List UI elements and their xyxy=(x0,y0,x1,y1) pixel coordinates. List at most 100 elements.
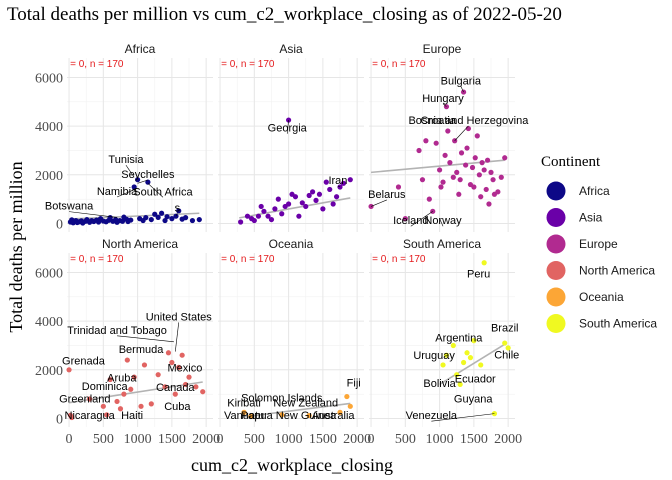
data-point xyxy=(476,172,482,178)
trend-line xyxy=(239,197,351,219)
data-point xyxy=(114,398,120,405)
data-point xyxy=(488,169,494,175)
label-leader-line xyxy=(454,125,469,141)
data-point xyxy=(176,208,182,214)
legend-swatch xyxy=(546,261,566,280)
gridlines xyxy=(218,58,364,232)
facet-label: North America xyxy=(102,237,178,251)
data-point xyxy=(347,177,353,183)
data-point xyxy=(182,381,189,388)
panel-asia: Asia Georgia Iran) = 0, n = 170 xyxy=(218,42,364,232)
label-leader-line xyxy=(337,185,341,188)
point-label: Solomon Islands xyxy=(241,392,323,404)
data-point xyxy=(169,216,175,222)
data-point xyxy=(445,128,451,134)
data-point xyxy=(472,155,478,161)
data-point xyxy=(200,389,206,395)
point-label: Brazil xyxy=(491,323,519,335)
trend-line xyxy=(439,343,506,386)
label-leader-line xyxy=(286,120,289,134)
data-point xyxy=(464,145,470,151)
x-tick-label: 1000 xyxy=(124,432,152,447)
legend: Continent Africa Asia Europe North America O… xyxy=(541,154,657,333)
legend-label: Asia xyxy=(579,211,603,225)
legend-item-oceania: Oceania xyxy=(546,287,624,307)
y-tick-label: 6000 xyxy=(35,71,63,86)
data-point xyxy=(469,164,476,171)
y-tick-label: 2000 xyxy=(35,169,63,184)
data-point xyxy=(172,391,178,397)
data-point xyxy=(344,393,350,400)
data-point xyxy=(255,213,262,219)
point-label: Georgia xyxy=(268,123,308,135)
data-point xyxy=(442,152,448,158)
point-label: Bulgaria xyxy=(441,75,482,87)
label-leader-line xyxy=(116,187,138,198)
point-label: Botswana xyxy=(45,201,94,213)
facet-label: Africa xyxy=(125,42,156,56)
point-label: Australia xyxy=(312,410,356,422)
data-point xyxy=(423,138,429,144)
data-point xyxy=(481,260,487,266)
data-point xyxy=(426,196,432,202)
label-leader-line xyxy=(117,335,174,343)
data-point xyxy=(309,189,316,195)
data-point xyxy=(162,217,168,224)
stat-annotation: ) = 0, n = 170 xyxy=(366,254,426,265)
point-label: Kiribati xyxy=(227,397,261,409)
data-point xyxy=(143,215,149,221)
data-point xyxy=(158,210,165,216)
data-point xyxy=(69,414,75,421)
data-point xyxy=(128,217,134,223)
data-point xyxy=(299,200,305,206)
data-point xyxy=(306,192,312,199)
legend-label: Africa xyxy=(579,184,610,198)
data-point xyxy=(484,157,491,163)
point-label: Aruba xyxy=(107,372,137,384)
data-point xyxy=(193,384,199,390)
data-point xyxy=(238,219,244,225)
data-point xyxy=(463,162,469,168)
data-point xyxy=(179,352,185,358)
label-leader-line xyxy=(125,164,135,178)
point-label: Haiti xyxy=(121,410,143,422)
label-leader-line xyxy=(442,103,447,107)
legend-item-north-america: North America xyxy=(546,261,655,280)
trend-line xyxy=(240,402,351,419)
label-leader-line xyxy=(175,322,180,352)
point-label: Ecuador xyxy=(455,374,496,386)
data-point xyxy=(471,184,477,190)
data-point xyxy=(330,201,336,207)
data-point xyxy=(333,194,340,200)
data-point xyxy=(119,218,126,224)
data-point xyxy=(471,338,477,344)
point-label: Tunisia xyxy=(108,154,144,166)
data-point xyxy=(340,180,347,186)
x-tick-label: 1000 xyxy=(275,432,303,447)
label-leader-line xyxy=(410,211,433,227)
point-label: Vanuatu xyxy=(224,410,264,422)
label-leader-line xyxy=(137,179,148,184)
legend-label: Europe xyxy=(579,237,618,251)
legend-title: Continent xyxy=(541,154,601,170)
data-point xyxy=(478,194,484,200)
legend-label: South America xyxy=(579,317,657,331)
point-label: South Africa xyxy=(133,186,193,198)
legend-item-asia: Asia xyxy=(546,208,603,227)
panel-north-america: North America United States Trinidad and T… xyxy=(35,237,220,447)
x-tick-label: 0 xyxy=(368,432,375,447)
legend-swatch xyxy=(546,208,566,227)
facet-label: Europe xyxy=(423,42,462,56)
data-point xyxy=(164,214,170,220)
point-label: Guyana xyxy=(454,393,493,405)
x-tick-label: 2000 xyxy=(192,432,220,447)
data-point xyxy=(395,184,402,190)
x-axis-label: cum_c2_workplace_closing xyxy=(191,455,393,475)
data-point xyxy=(323,179,329,185)
point-label: Argentina xyxy=(435,332,483,344)
point-labels: United States Trinidad and Tobago Bermuda G… xyxy=(59,311,212,422)
